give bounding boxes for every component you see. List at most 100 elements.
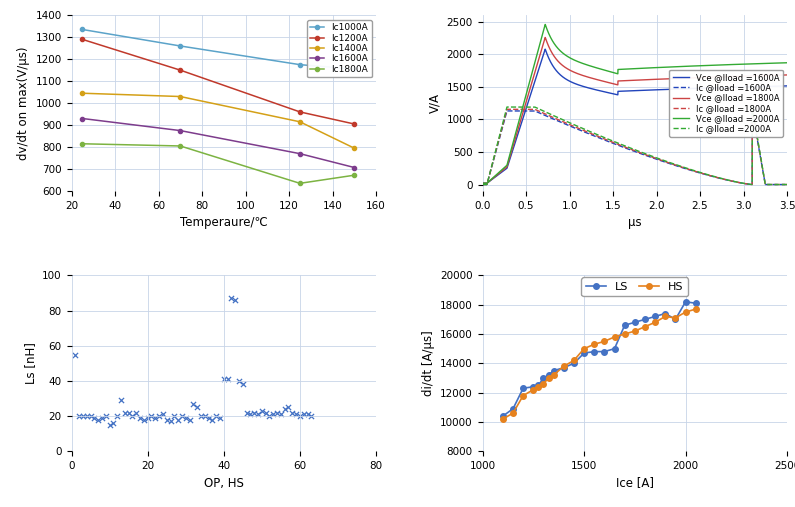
Ic1400A [295,119,304,125]
Point [138,416,150,424]
Point [229,296,242,304]
Point [88,414,101,422]
Line: Ic1800A: Ic1800A [80,141,356,186]
Line: Ic1200A: Ic1200A [80,38,356,126]
Point [73,412,86,420]
Point [259,409,272,417]
Point [99,412,112,420]
Point [255,407,268,415]
Point [267,410,280,418]
Point [217,375,230,383]
X-axis label: μs: μs [628,216,642,229]
Point [80,412,93,420]
HS [681,309,690,315]
Point [114,396,127,404]
HS [539,381,549,387]
Point [103,421,116,429]
LS [508,406,518,412]
Point [210,412,223,420]
LS [630,319,640,325]
HS [599,338,609,344]
Point [305,412,318,420]
Ic1800A [350,172,359,178]
Ic1400A [78,90,87,96]
Line: LS: LS [500,299,699,419]
Point [297,410,310,418]
HS [620,331,630,337]
Point [107,419,120,427]
HS [691,306,700,312]
HS [508,410,518,416]
Point [233,377,246,385]
HS [610,334,619,340]
Ic1200A [295,109,304,115]
Ic1800A [176,143,185,149]
X-axis label: Ice [A]: Ice [A] [616,477,653,489]
LS [589,348,599,354]
HS [518,392,528,399]
Legend: LS, HS: LS, HS [581,277,688,297]
Point [149,414,161,422]
LS [549,368,558,374]
Point [248,409,261,417]
Ic1000A [78,26,87,32]
Point [240,409,253,417]
Point [187,400,200,408]
X-axis label: Temperaure/℃: Temperaure/℃ [180,216,268,229]
LS [544,372,553,378]
Point [289,410,302,418]
HS [559,363,568,369]
Ic1800A [295,180,304,187]
LS [661,310,670,316]
LS [691,300,700,306]
Point [183,416,196,424]
Point [271,409,284,417]
Point [153,412,165,420]
Ic1600A [350,164,359,170]
HS [498,416,508,422]
Ic1400A [350,145,359,151]
Point [95,414,108,422]
Point [195,412,207,420]
Point [69,350,82,358]
Point [214,414,227,422]
Ic1600A [295,151,304,157]
LS [533,382,543,388]
LS [569,360,579,367]
Point [92,416,105,424]
Ic1400A [176,93,185,99]
Point [145,412,158,420]
Point [76,412,89,420]
Y-axis label: di/dt [A/μs]: di/dt [A/μs] [421,331,435,396]
HS [533,384,543,390]
Point [157,410,169,418]
LS [498,413,508,419]
LS [610,346,619,352]
LS [539,375,549,381]
Point [293,412,306,420]
Point [84,412,97,420]
Point [134,414,146,422]
Ic1200A [78,37,87,43]
Point [252,410,265,418]
HS [580,346,589,352]
Point [199,412,211,420]
Point [202,414,215,422]
Point [180,414,192,422]
Line: Ic1000A: Ic1000A [80,27,356,71]
Ic1600A [78,116,87,122]
Point [236,380,249,388]
Line: Ic1400A: Ic1400A [80,91,356,150]
Point [221,375,234,383]
Point [122,409,135,417]
Point [274,410,287,418]
Point [126,412,139,420]
Ic1000A [350,66,359,72]
Legend: Vce @Iload =1600A, Ic @Iload =1600A, Vce @Iload =1800A, Ic @Iload =1800A, Vce @I: Vce @Iload =1600A, Ic @Iload =1600A, Vce… [669,69,783,136]
Legend: Ic1000A, Ic1200A, Ic1400A, Ic1600A, Ic1800A: Ic1000A, Ic1200A, Ic1400A, Ic1600A, Ic18… [307,20,371,78]
LS [650,313,660,319]
HS [650,319,660,325]
HS [640,323,650,330]
LS [559,365,568,371]
Point [244,410,257,418]
